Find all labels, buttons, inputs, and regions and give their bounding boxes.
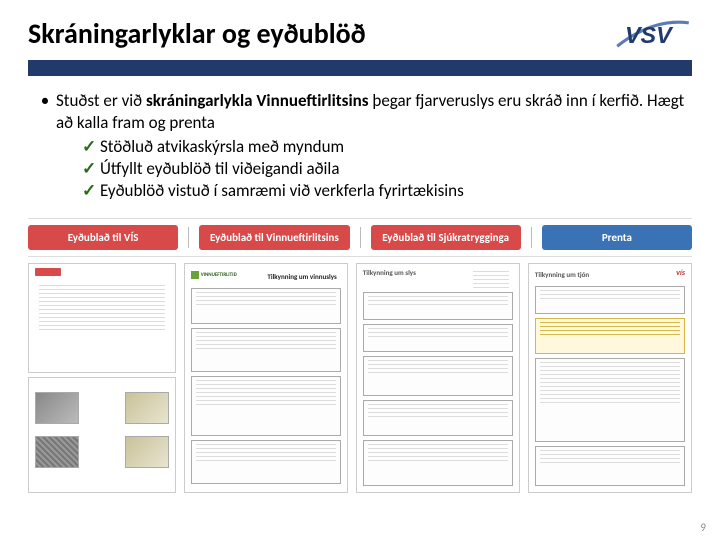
thumbnail-vinnueftirlit: VINNUEFTIRLITIÐ Tilkynning um vinnuslys: [184, 263, 348, 493]
logo-text: VSV: [625, 22, 674, 48]
thumbnail-sjukratrygginga: Tilkynning um slys: [356, 263, 520, 493]
tab-separator: [531, 227, 532, 248]
slide-header: Skráningarlyklar og eyðublöð VSV: [0, 0, 720, 58]
tab-separator: [188, 227, 189, 248]
check-item: ✓ Útfyllt eyðublöð til viðeigandi aðila: [82, 158, 686, 180]
bullet-lead-pre: Stuðst er við: [56, 90, 146, 111]
check-text: Útfyllt eyðublöð til viðeigandi aðila: [100, 158, 339, 180]
vinnueftirlit-logo: VINNUEFTIRLITIÐ: [191, 270, 251, 280]
thumbnail-vis: Tilkynning um tjón vís: [528, 263, 692, 493]
form-thumbnails: VINNUEFTIRLITIÐ Tilkynning um vinnuslys …: [28, 263, 692, 493]
form-section: [535, 286, 685, 314]
incident-photo-icon: [125, 392, 169, 424]
form-section: [191, 328, 341, 372]
thumbnail-col-incident: [28, 263, 176, 493]
vsv-logo: VSV: [614, 12, 692, 54]
incident-report-photos: [28, 377, 176, 493]
slide-title: Skráningarlyklar og eyðublöð: [28, 16, 366, 51]
incident-photo-icon: [35, 392, 79, 424]
check-item: ✓ Eyðublöð vistuð í samræmi við verkferl…: [82, 180, 686, 202]
incident-photo-icon: [125, 436, 169, 468]
report-red-tag: [35, 268, 61, 276]
page-number: 9: [700, 521, 706, 534]
checklist: ✓ Stöðluð atvikaskýrsla með myndum ✓ Útf…: [34, 136, 686, 202]
form-section: [535, 358, 685, 442]
bullet-main: • Stuðst er við skráningarlykla Vinnueft…: [34, 90, 686, 134]
tab-separator: [360, 227, 361, 248]
form-title: Tilkynning um slys: [363, 268, 416, 277]
slide-content: • Stuðst er við skráningarlykla Vinnueft…: [0, 84, 720, 202]
check-text: Stöðluð atvikaskýrsla með myndum: [100, 136, 344, 158]
form-section: [363, 440, 513, 486]
check-item: ✓ Stöðluð atvikaskýrsla með myndum: [82, 136, 686, 158]
form-sjukratrygginga: Tilkynning um slys: [356, 263, 520, 493]
form-title: Tilkynning um tjón: [535, 270, 589, 279]
check-icon: ✓: [82, 158, 100, 180]
vis-logo: vís: [676, 268, 685, 278]
header-bar: [28, 60, 692, 76]
check-icon: ✓: [82, 180, 100, 202]
form-section-highlight: [535, 318, 685, 354]
check-icon: ✓: [82, 136, 100, 158]
form-section: [363, 292, 513, 320]
tab-vinnueftirlit[interactable]: Eyðublað til Vinnueftirlitsins: [199, 225, 349, 250]
bullet-lead-bold: skráningarlykla Vinnueftirlitsins: [146, 90, 369, 111]
form-section: [363, 400, 513, 436]
form-vis: Tilkynning um tjón vís: [528, 263, 692, 493]
form-section: [535, 446, 685, 486]
form-tabs: Eyðublað til VÍS Eyðublað til Vinnueftir…: [28, 218, 692, 257]
incident-report-top: [28, 263, 176, 373]
form-title: Tilkynning um vinnuslys: [267, 272, 336, 281]
tab-sjukratrygginga[interactable]: Eyðublað til Sjúkratrygginga: [371, 225, 521, 250]
incident-photo-icon: [35, 436, 79, 468]
form-vinnueftirlit: VINNUEFTIRLITIÐ Tilkynning um vinnuslys: [184, 263, 348, 493]
form-section: [191, 288, 341, 324]
tab-vis[interactable]: Eyðublað til VÍS: [28, 225, 178, 250]
tab-prenta[interactable]: Prenta: [542, 225, 692, 250]
bullet-text: Stuðst er við skráningarlykla Vinnueftir…: [56, 90, 686, 134]
bullet-marker: •: [34, 90, 56, 134]
form-section: [191, 440, 341, 484]
check-text: Eyðublöð vistuð í samræmi við verkferla …: [100, 180, 464, 202]
form-section: [191, 376, 341, 436]
form-section: [363, 324, 513, 352]
form-section: [363, 356, 513, 396]
form-side-labels: [469, 268, 513, 291]
